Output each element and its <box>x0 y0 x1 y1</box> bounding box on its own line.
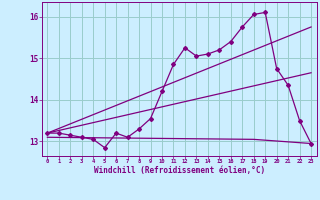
X-axis label: Windchill (Refroidissement éolien,°C): Windchill (Refroidissement éolien,°C) <box>94 166 265 175</box>
